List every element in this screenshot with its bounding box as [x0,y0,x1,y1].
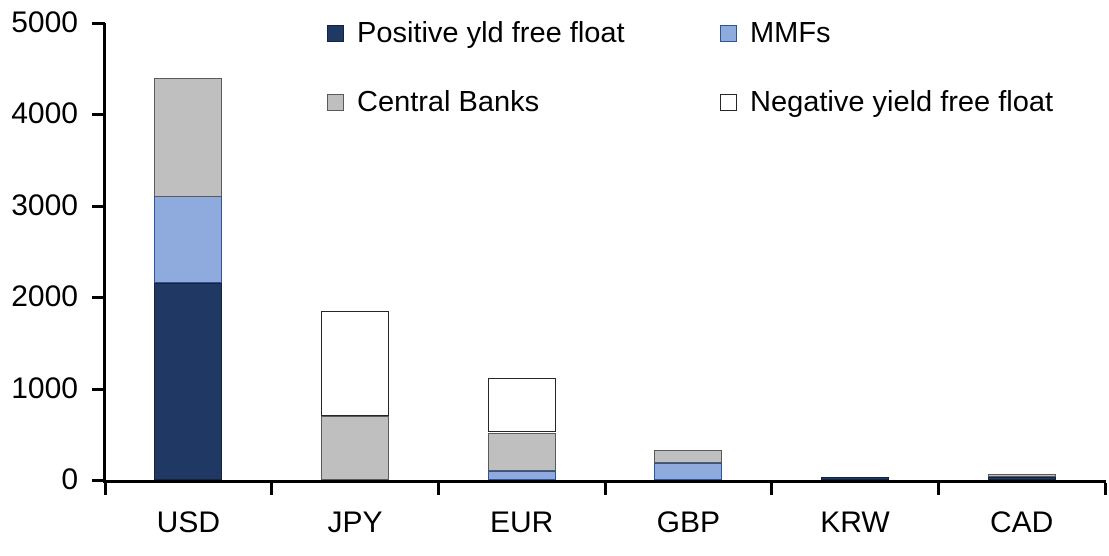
y-axis [103,23,106,483]
legend-label-central-banks: Central Banks [357,86,540,118]
segment-usd-central-banks [154,78,223,197]
y-tick-label-4000: 4000 [11,97,78,131]
bar-eur [487,378,556,480]
segment-usd-mmfs [154,196,223,283]
segment-cad-positive-yld-free-float [987,477,1056,480]
legend-item-central-banks: Central Banks [327,85,539,119]
x-category-label-jpy: JPY [327,506,383,539]
bar-usd [154,78,223,480]
y-tick-label-3000: 3000 [11,188,78,222]
plot-area [92,22,1107,495]
y-tick-label-2000: 2000 [11,280,78,314]
y-tick-4000 [92,113,105,117]
x-axis [103,480,1106,483]
segment-eur-central-banks [487,433,556,471]
segment-usd-positive-yld-free-float [154,283,223,480]
segment-gbp-central-banks [654,450,723,463]
legend-swatch-negative-yield-free-float [720,93,737,111]
x-tick-1 [270,483,274,495]
y-tick-label-1000: 1000 [11,371,78,405]
y-tick-3000 [92,204,105,208]
segment-krw-positive-yld-free-float [821,477,889,480]
bar-krw [821,477,889,480]
y-tick-0 [92,479,105,482]
x-category-label-usd: USD [156,506,220,539]
bar-gbp [654,450,723,480]
legend-swatch-mmfs [720,24,737,42]
segment-gbp-mmfs [654,463,723,480]
segment-eur-negative-yield-free-float [487,378,556,432]
y-tick-2000 [92,296,105,300]
x-category-label-eur: EUR [489,506,554,539]
legend-item-positive-yld-free-float: Positive yld free float [327,16,625,50]
x-tick-4 [770,483,774,495]
legend-label-negative-yield-free-float: Negative yield free float [750,86,1054,118]
x-tick-6 [1103,483,1107,495]
legend-swatch-central-banks [327,93,344,111]
x-tick-3 [603,483,607,495]
y-tick-1000 [92,387,105,391]
x-tick-5 [936,483,940,495]
x-category-label-cad: CAD [989,506,1054,539]
segment-jpy-negative-yield-free-float [321,311,389,416]
legend-label-positive-yld-free-float: Positive yld free float [357,17,625,49]
y-tick-5000 [92,22,105,25]
segment-eur-mmfs [487,471,556,480]
legend-item-mmfs: MMFs [720,16,831,50]
legend-item-negative-yield-free-float: Negative yield free float [720,85,1053,119]
y-tick-label-0: 0 [61,463,78,496]
legend-label-mmfs: MMFs [750,17,831,49]
segment-cad-central-banks [987,474,1056,477]
bar-jpy [321,311,389,480]
x-category-label-gbp: GBP [656,506,720,539]
x-tick-0 [103,483,107,495]
segment-jpy-central-banks [321,416,389,480]
x-category-label-krw: KRW [820,506,890,539]
legend-swatch-positive-yld-free-float [327,24,344,42]
y-tick-label-5000: 5000 [11,6,78,39]
bar-cad [987,474,1056,480]
x-tick-2 [436,483,440,495]
